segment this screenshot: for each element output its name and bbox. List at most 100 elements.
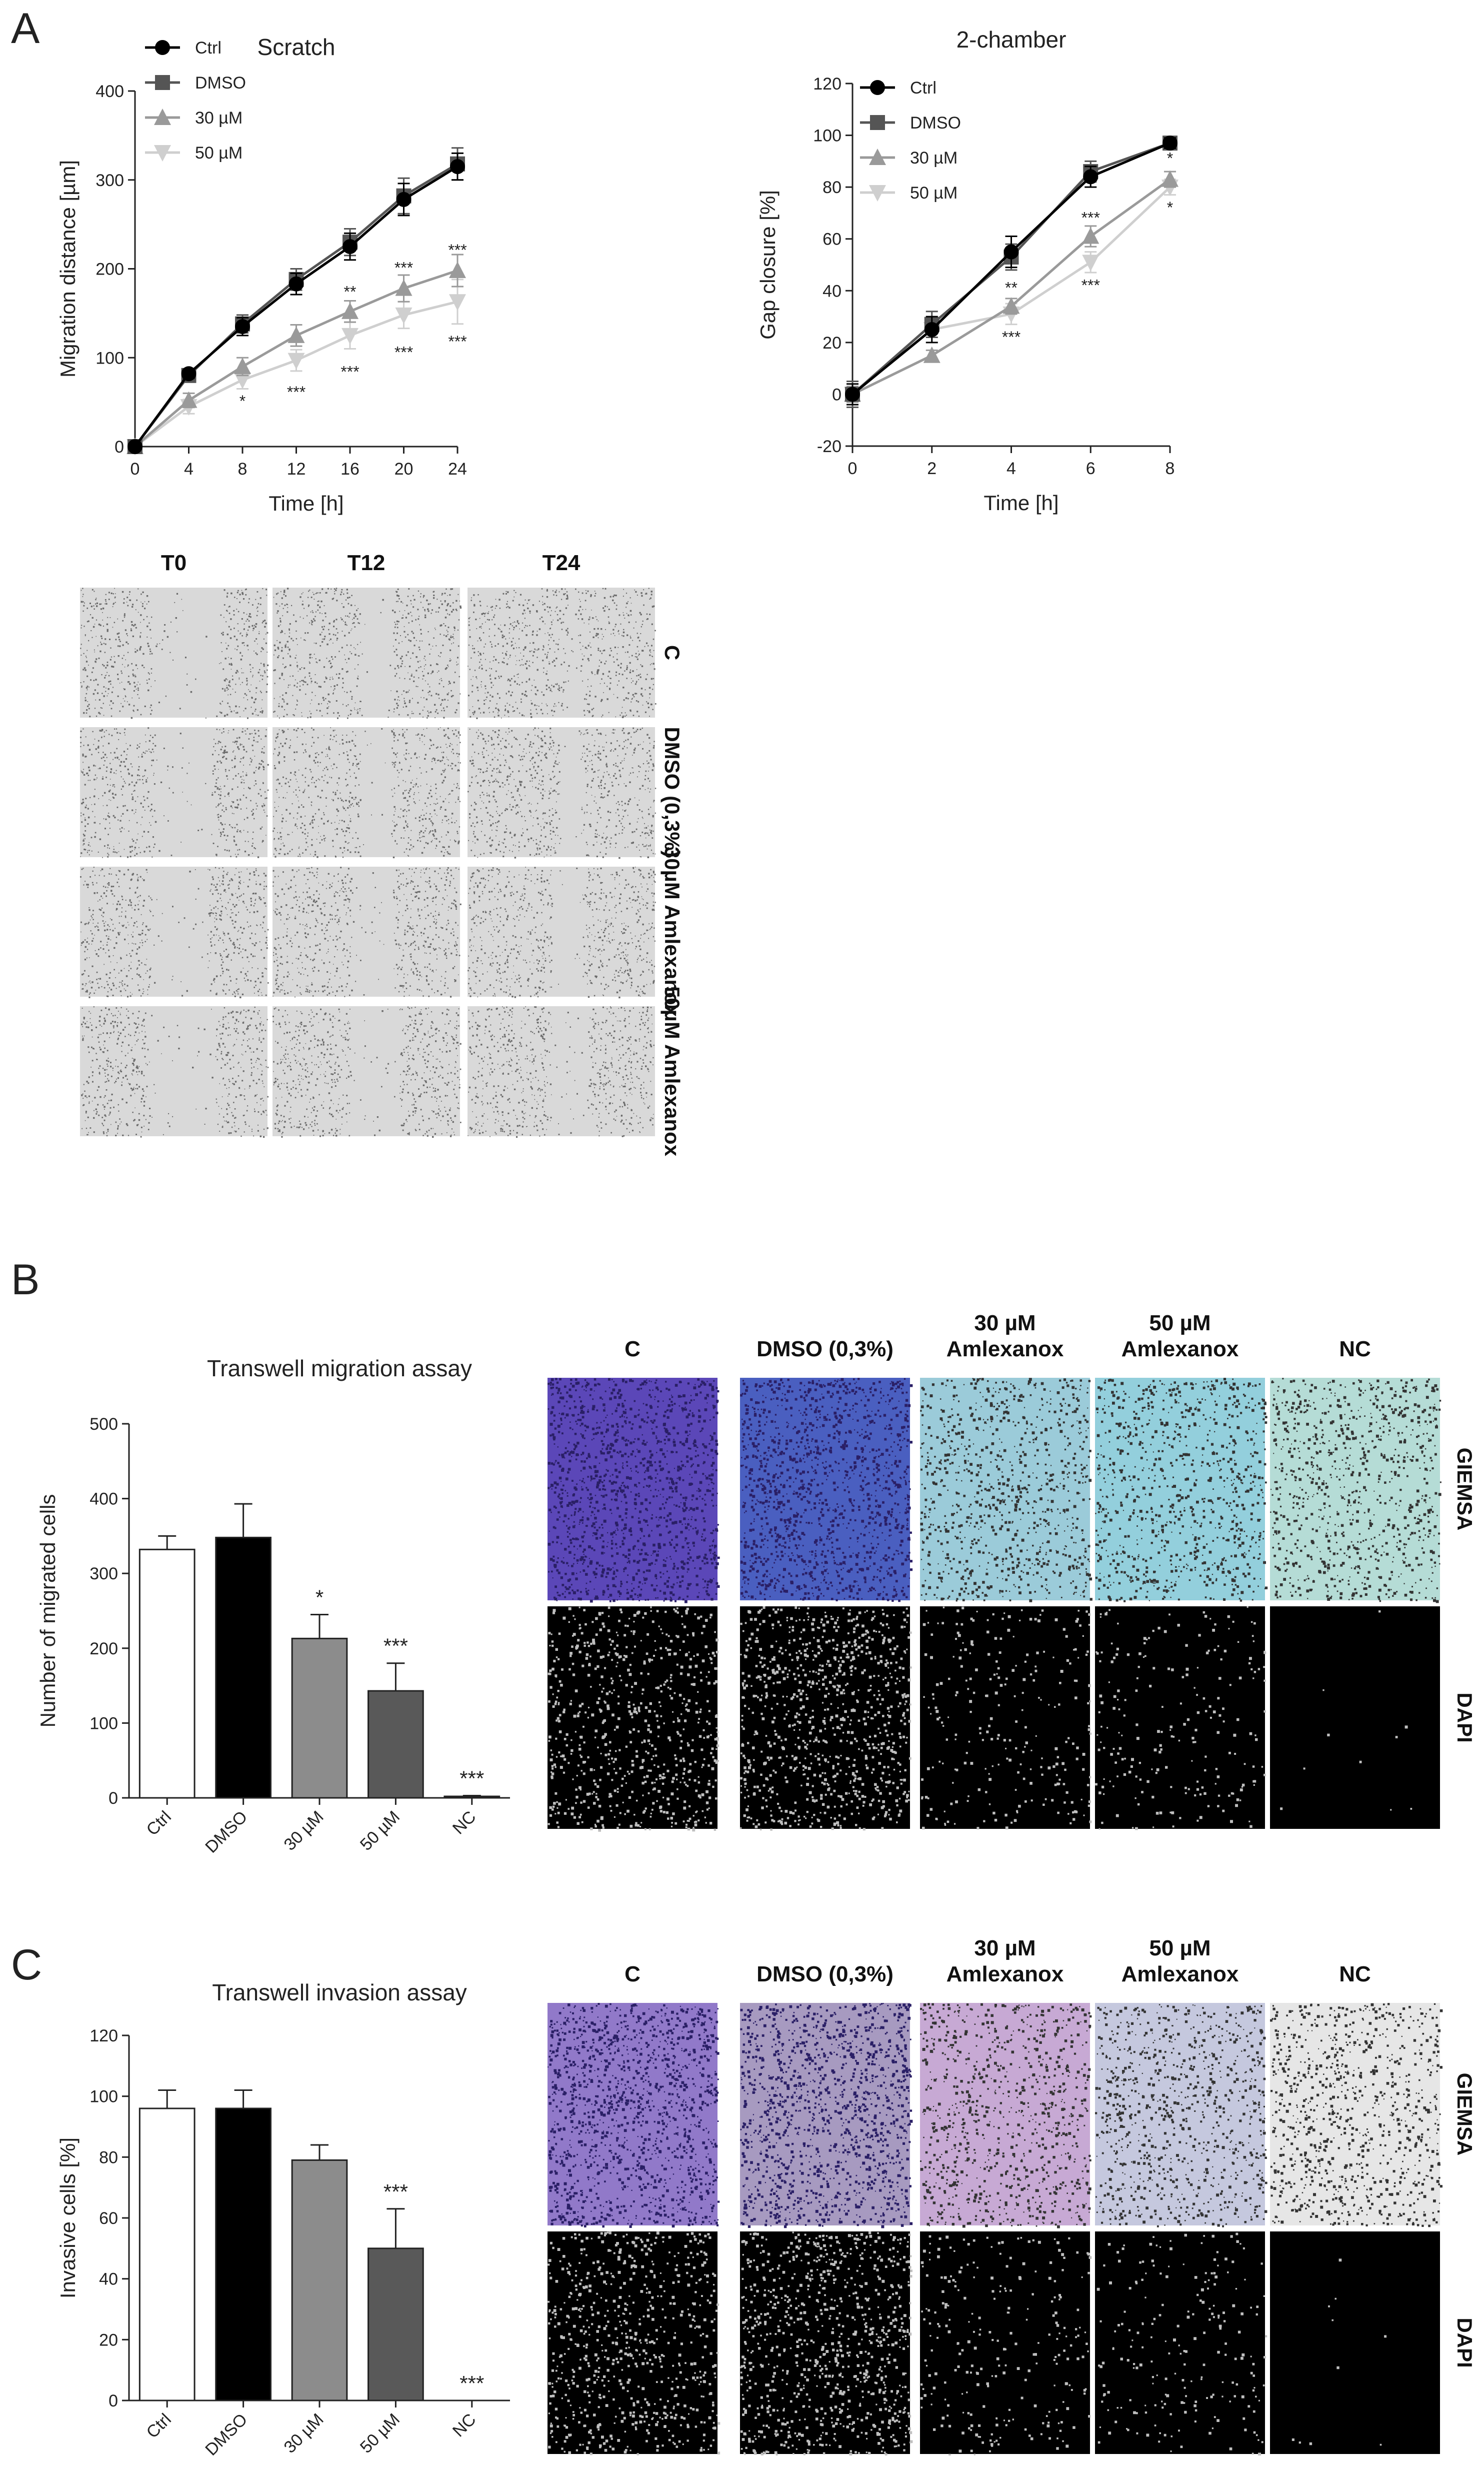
significance-mark: ** — [344, 283, 356, 301]
y-tick-label: 0 — [108, 2391, 118, 2410]
significance-mark: *** — [394, 259, 413, 277]
chart-title: Transwell invasion assay — [212, 1979, 467, 2005]
y-tick-label: 120 — [813, 75, 842, 94]
data-point — [342, 302, 358, 319]
micrograph-tile — [1270, 2003, 1440, 2225]
x-tick-label: NC — [449, 1807, 480, 1838]
y-axis-label: Number of migrated cells — [36, 1494, 60, 1728]
cell-texture — [920, 2235, 1092, 2455]
y-tick-label: 100 — [90, 2087, 118, 2106]
y-tick-label: -20 — [817, 437, 842, 456]
micrograph-tile — [740, 2003, 910, 2225]
panel-label-b: B — [11, 1256, 40, 1304]
y-axis-label: Migration distance [µm] — [56, 160, 80, 378]
column-header: Amlexanox — [946, 1337, 1064, 1361]
invasion-bar-chart: Transwell invasion assay 0 20 40 60 80 100 120 I… — [56, 1979, 510, 2459]
x-tick-label: 8 — [1166, 459, 1175, 478]
micrograph-tile — [1270, 1606, 1440, 1829]
cell-texture — [740, 1606, 912, 1831]
data-point — [845, 387, 860, 402]
column-header: Amlexanox — [1122, 1337, 1239, 1361]
column-header: NC — [1339, 1962, 1371, 1986]
data-point — [449, 262, 466, 279]
row-label: DAPI — [1453, 1692, 1476, 1742]
cell-texture — [468, 1006, 654, 1138]
data-point — [1004, 244, 1019, 260]
data-point — [396, 192, 412, 207]
x-tick-label: DMSO — [202, 2410, 251, 2459]
bar — [291, 1637, 348, 1799]
panel-label-c: C — [11, 1941, 42, 1989]
micrograph-tile — [272, 588, 460, 718]
data-point — [180, 391, 198, 408]
y-tick-label: 0 — [832, 385, 842, 404]
x-tick-label: 2 — [927, 459, 936, 478]
micrograph-tile — [1095, 1378, 1265, 1600]
cell-texture — [1095, 2004, 1268, 2227]
row-label: DAPI — [1453, 2317, 1476, 2367]
x-tick-label: 6 — [1086, 459, 1096, 478]
y-tick-label: 100 — [90, 1714, 118, 1733]
column-header: 30 µM — [974, 1936, 1036, 1960]
x-axis-label: Time [h] — [268, 492, 344, 515]
x-tick-label: 4 — [184, 460, 194, 479]
micrograph-tile — [920, 1378, 1090, 1600]
cell-texture — [273, 588, 462, 719]
x-tick-label: 0 — [130, 460, 140, 479]
x-axis-label: Time [h] — [984, 491, 1058, 515]
legend-label: 30 µM — [195, 109, 242, 128]
x-tick-label: 12 — [287, 460, 306, 479]
bar — [368, 1690, 424, 1799]
data-point — [449, 294, 466, 311]
significance-mark: *** — [394, 343, 413, 361]
significance-mark: * — [240, 392, 246, 410]
row-label: GIEMSA — [1453, 2073, 1476, 2156]
micrograph-tile — [740, 2231, 910, 2454]
chart-title: Scratch — [258, 34, 336, 60]
legend-marker — [154, 109, 171, 125]
y-axis-label: Gap closure [%] — [756, 190, 780, 340]
bar — [444, 1795, 500, 1799]
y-tick-label: 80 — [99, 2148, 118, 2167]
significance-mark: *** — [287, 383, 306, 401]
data-point — [234, 372, 251, 389]
cell-texture — [81, 1006, 269, 1138]
micrograph-tile — [468, 867, 655, 997]
micrograph-tile — [920, 2231, 1090, 2454]
legend-label: Ctrl — [910, 79, 936, 98]
x-tick-label: 0 — [848, 459, 858, 478]
cell-texture — [548, 1606, 720, 1832]
data-point — [1083, 169, 1098, 185]
x-tick-label: DMSO — [202, 1807, 251, 1857]
column-header: 30 µM — [974, 1311, 1036, 1335]
cell-texture — [740, 2231, 913, 2455]
significance-mark: * — [1167, 199, 1173, 217]
data-point — [1162, 136, 1178, 151]
column-header: Amlexanox — [946, 1962, 1064, 1986]
bar — [215, 2107, 272, 2401]
legend-marker — [870, 80, 885, 95]
significance-mark: *** — [1082, 209, 1100, 227]
significance-mark: * — [316, 1585, 324, 1609]
cell-texture — [1270, 1378, 1442, 1603]
row-label: GIEMSA — [1453, 1448, 1476, 1531]
data-point — [1002, 297, 1020, 314]
y-axis-label: Invasive cells [%] — [56, 2137, 80, 2298]
two-chamber-line-chart: 2-chamber -20 0 20 40 60 80 100 120 0 2 4 6 8 Time [h]… — [756, 27, 1178, 515]
y-tick-label: 200 — [96, 260, 124, 279]
data-point — [342, 328, 358, 345]
x-tick-label: 20 — [394, 460, 414, 479]
y-tick-label: 60 — [99, 2209, 118, 2228]
bar — [215, 1536, 272, 1799]
significance-mark: *** — [448, 241, 466, 259]
y-tick-label: 100 — [813, 127, 842, 146]
column-header: DMSO (0,3%) — [756, 1962, 894, 1986]
micrograph-tile — [272, 727, 460, 857]
significance-mark: *** — [460, 2371, 484, 2395]
cell-texture — [548, 2003, 720, 2228]
y-tick-label: 40 — [822, 282, 842, 301]
cell-texture — [80, 727, 269, 858]
